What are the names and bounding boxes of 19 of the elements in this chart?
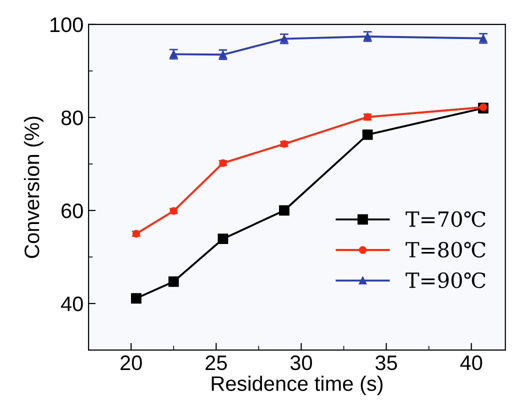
y-tick-label: 40	[61, 296, 83, 312]
y-tick-label: 60	[62, 203, 83, 218]
legend-label: T=90℃	[406, 272, 486, 288]
y-tick-label: 100	[50, 17, 83, 32]
point	[362, 129, 373, 140]
y-tick-label: 80	[61, 110, 83, 126]
legend-label: T=70℃	[406, 211, 486, 228]
x-tick-label: 25	[206, 355, 227, 370]
x-axis-title: Residence time (s)	[212, 376, 383, 396]
point	[218, 234, 228, 244]
point	[168, 276, 179, 287]
x-tick-label: 40	[460, 355, 482, 370]
point	[279, 205, 290, 216]
point	[130, 293, 142, 304]
x-tick-label: 20	[120, 355, 142, 370]
x-tick-label: 35	[375, 355, 397, 370]
x-tick-label: 30	[290, 355, 312, 370]
legend-label: T=80℃	[406, 242, 486, 258]
y-axis-title: Conversion (%)	[24, 116, 44, 258]
